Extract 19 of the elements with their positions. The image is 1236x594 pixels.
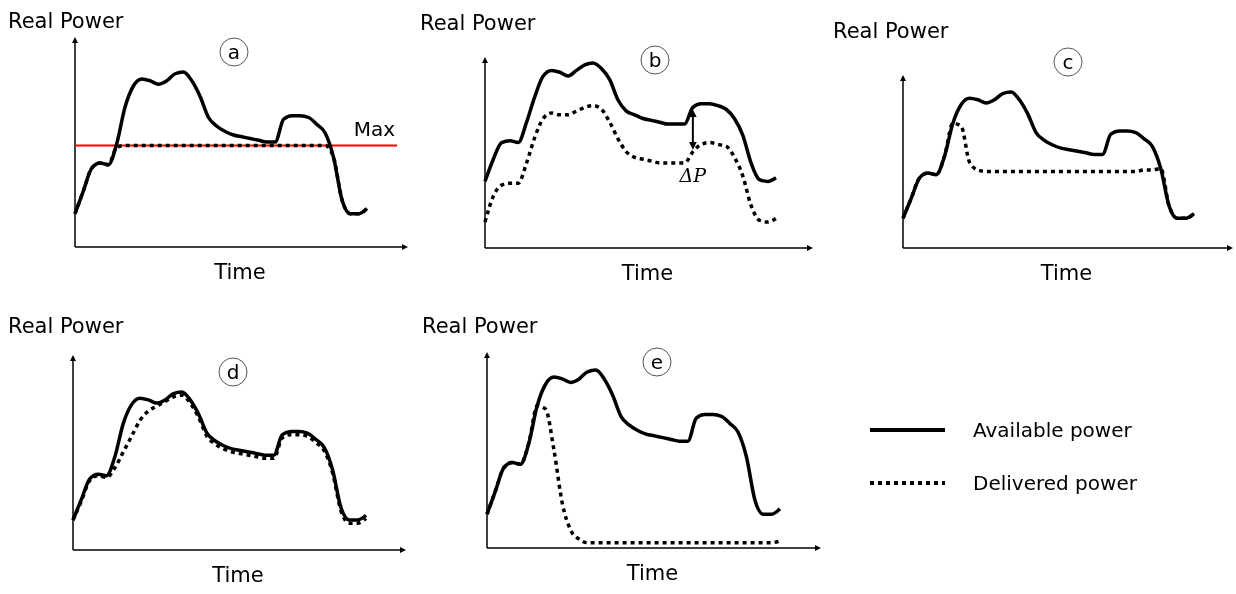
x-axis-title: Time [213,260,266,284]
chart-title: e [650,350,664,374]
y-axis-title: Real Power [422,314,538,338]
chart-title: d [226,360,240,384]
x-axis-title: Time [211,563,264,587]
y-axis-title: Real Power [420,11,536,35]
annotation: ΔP [678,163,708,186]
chart-title: c [1062,50,1074,74]
legend-label: Delivered power [973,471,1138,495]
y-axis-title: Real Power [833,19,949,43]
x-axis-title: Time [1039,261,1093,285]
y-axis-title: Real Power [8,9,124,33]
chart-title: b [648,48,662,72]
x-axis-title: Time [620,261,674,285]
legend-label: Available power [973,418,1133,442]
x-axis-title: Time [625,561,679,585]
ref-line-label: Max [353,116,396,141]
y-axis-title: Real Power [8,314,124,338]
chart-title: a [227,40,241,64]
